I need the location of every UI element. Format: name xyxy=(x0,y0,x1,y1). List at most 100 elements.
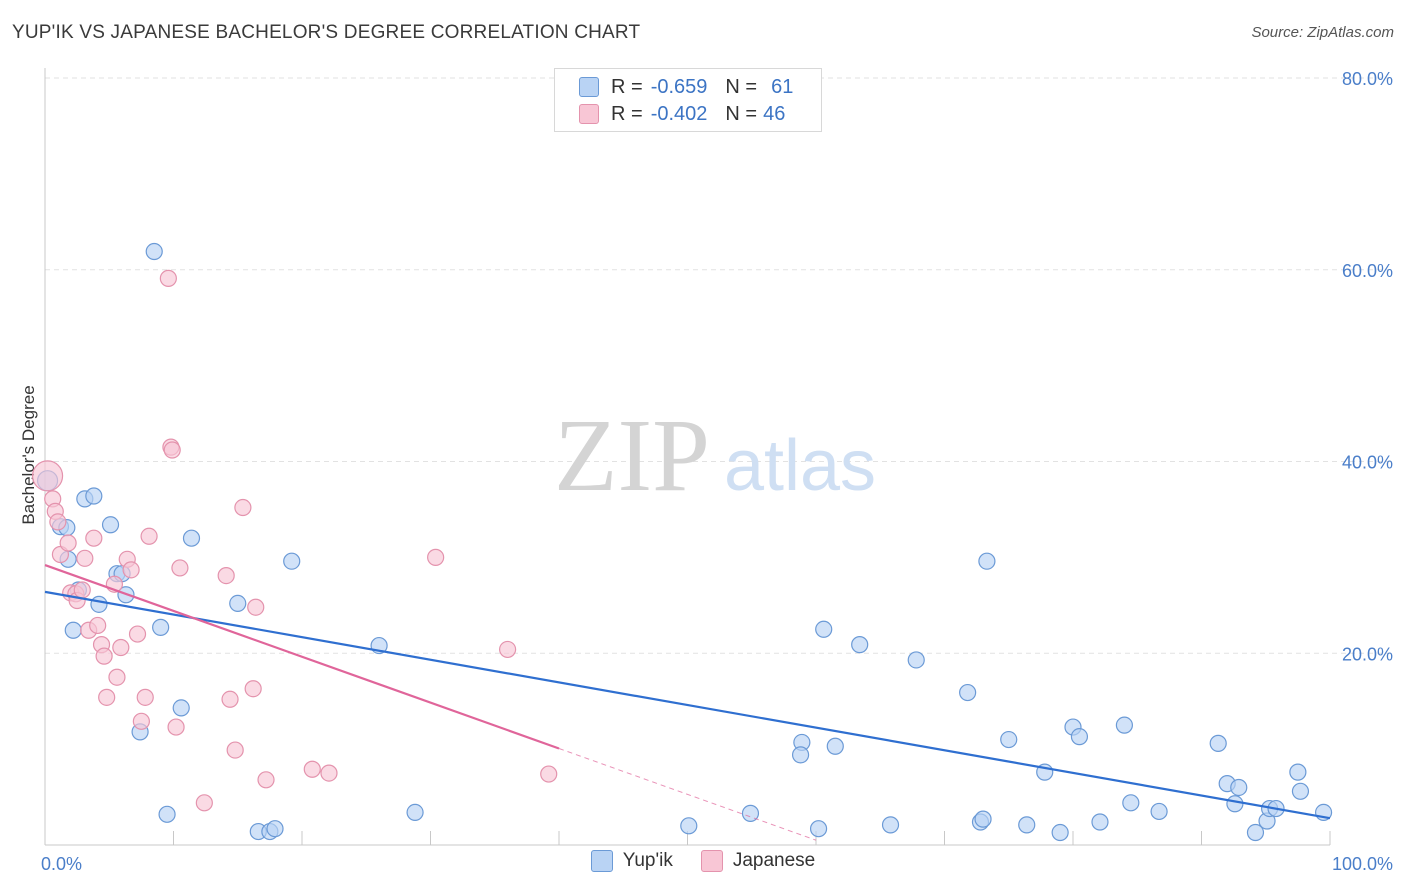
japanese-point xyxy=(217,566,235,585)
yupik-point xyxy=(229,594,247,612)
yupik-point xyxy=(815,620,833,638)
chart-source: Source: ZipAtlas.com xyxy=(1251,24,1394,41)
japanese-point xyxy=(136,688,154,706)
japanese-point xyxy=(140,527,158,545)
japanese-point xyxy=(98,688,116,706)
japanese-swatch xyxy=(579,104,599,124)
japanese-point xyxy=(427,548,445,566)
yupik-point xyxy=(1209,734,1227,752)
japanese-point xyxy=(159,269,177,287)
legend-r-value: -0.659 xyxy=(650,75,708,98)
gridlines xyxy=(45,77,1392,654)
yupik-swatch xyxy=(579,77,599,97)
japanese-point xyxy=(112,638,130,657)
japanese-point xyxy=(89,616,107,635)
legend-item-japanese[interactable]: Japanese xyxy=(700,850,816,872)
japanese-point xyxy=(540,765,558,783)
legend-label-yupik: Yup'ik xyxy=(622,850,673,871)
yupik-point xyxy=(1291,782,1310,800)
trend-lines xyxy=(44,564,1331,841)
yupik-point xyxy=(266,820,284,838)
yupik-point xyxy=(64,621,82,639)
yupik-point xyxy=(1070,728,1089,746)
chart-title: YUP'IK VS JAPANESE BACHELOR'S DEGREE COR… xyxy=(12,22,641,43)
japanese-point xyxy=(95,647,113,665)
legend-item-yupik[interactable]: Yup'ik xyxy=(590,850,673,872)
axis-ticks: 20.0% 40.0% 60.0% 80.0% 0.0% 100.0% xyxy=(41,69,1393,874)
japanese-point xyxy=(226,741,244,759)
yupik-point xyxy=(1150,802,1168,821)
yupik-point xyxy=(172,699,190,717)
yupik-trend-line xyxy=(44,590,1331,820)
legend-row-yupik: R = -0.659 N = 61 xyxy=(579,74,793,100)
yupik-point xyxy=(1226,795,1244,813)
yupik-point xyxy=(1051,823,1069,842)
japanese-point xyxy=(221,690,239,708)
x-tick-label: 0.0% xyxy=(41,854,82,874)
yupik-point xyxy=(851,636,869,654)
yupik-point xyxy=(1000,730,1018,749)
japanese-trend-extension xyxy=(558,748,817,841)
legend-row-japanese: R = -0.402 N = 46 xyxy=(579,101,785,127)
japanese-point xyxy=(247,598,265,616)
yupik-point xyxy=(85,487,103,505)
yupik-point xyxy=(1018,816,1036,834)
yupik-point xyxy=(283,552,301,570)
yupik-point xyxy=(881,816,900,834)
legend-n-label: N = xyxy=(725,102,758,125)
x-tick-label: 100.0% xyxy=(1332,854,1393,874)
watermark: ZIP atlas xyxy=(554,398,876,513)
y-axis-label: Bachelor's Degree xyxy=(19,385,38,524)
yupik-point xyxy=(809,820,828,838)
japanese-point xyxy=(128,625,147,643)
yupik-point xyxy=(791,746,810,764)
legend-r-label: R = xyxy=(611,75,643,98)
japanese-point xyxy=(73,581,91,599)
japanese-point xyxy=(132,712,150,730)
japanese-point xyxy=(122,561,140,579)
japanese-point xyxy=(108,668,126,686)
yupik-point xyxy=(1289,763,1307,781)
y-tick-label: 60.0% xyxy=(1342,261,1393,281)
series-legend: Yup'ik Japanese xyxy=(0,850,1406,872)
yupik-point xyxy=(1122,794,1140,812)
yupik-point xyxy=(145,242,163,261)
japanese-point xyxy=(167,718,185,736)
yupik-point xyxy=(978,552,996,570)
japanese-point xyxy=(171,559,189,577)
yupik-point xyxy=(90,595,108,613)
japanese-point xyxy=(303,760,321,778)
legend-r-label: R = xyxy=(611,102,643,125)
yupik-point xyxy=(826,737,844,755)
japanese-point xyxy=(59,534,77,552)
yupik-point xyxy=(158,805,176,823)
japanese-point xyxy=(76,549,94,567)
yupik-point xyxy=(1091,813,1109,831)
legend-label-japanese: Japanese xyxy=(732,850,816,871)
y-tick-label: 40.0% xyxy=(1342,453,1393,473)
yupik-point xyxy=(101,516,120,534)
yupik-point xyxy=(406,803,424,822)
yupik-point xyxy=(974,810,992,828)
yupik-swatch xyxy=(590,850,613,872)
legend-n-label: N = xyxy=(725,75,758,98)
legend-n-value: 61 xyxy=(771,75,794,98)
yupik-point xyxy=(1246,823,1265,842)
japanese-point xyxy=(244,680,262,698)
yupik-point xyxy=(959,683,977,702)
japanese-point xyxy=(195,794,213,812)
japanese-point xyxy=(257,771,275,789)
watermark-atlas: atlas xyxy=(724,426,876,506)
japanese-point xyxy=(49,513,67,531)
japanese-swatch xyxy=(700,850,723,872)
yupik-point xyxy=(1115,716,1134,734)
yupik-point xyxy=(741,804,760,822)
japanese-point xyxy=(320,764,338,782)
correlation-legend: R = -0.659 N = 61 R = -0.402 N = 46 xyxy=(554,68,822,132)
yupik-point xyxy=(152,618,170,636)
y-tick-label: 80.0% xyxy=(1342,69,1393,89)
yupik-point xyxy=(680,817,698,835)
data-points xyxy=(31,242,1333,842)
japanese-point xyxy=(31,460,64,492)
